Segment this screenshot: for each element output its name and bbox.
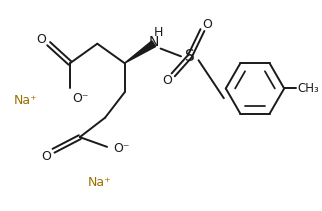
Text: O: O bbox=[36, 33, 46, 46]
Text: O: O bbox=[41, 150, 51, 163]
Text: O: O bbox=[202, 18, 212, 31]
Text: S: S bbox=[185, 49, 195, 64]
Text: CH₃: CH₃ bbox=[298, 82, 319, 95]
Text: Na⁺: Na⁺ bbox=[87, 176, 111, 189]
Text: O⁻: O⁻ bbox=[113, 142, 129, 155]
Text: N: N bbox=[148, 35, 159, 49]
Text: H: H bbox=[154, 26, 163, 39]
Text: O: O bbox=[163, 74, 172, 87]
Text: O⁻: O⁻ bbox=[72, 92, 89, 105]
Text: Na⁺: Na⁺ bbox=[14, 94, 37, 107]
Polygon shape bbox=[125, 41, 156, 63]
